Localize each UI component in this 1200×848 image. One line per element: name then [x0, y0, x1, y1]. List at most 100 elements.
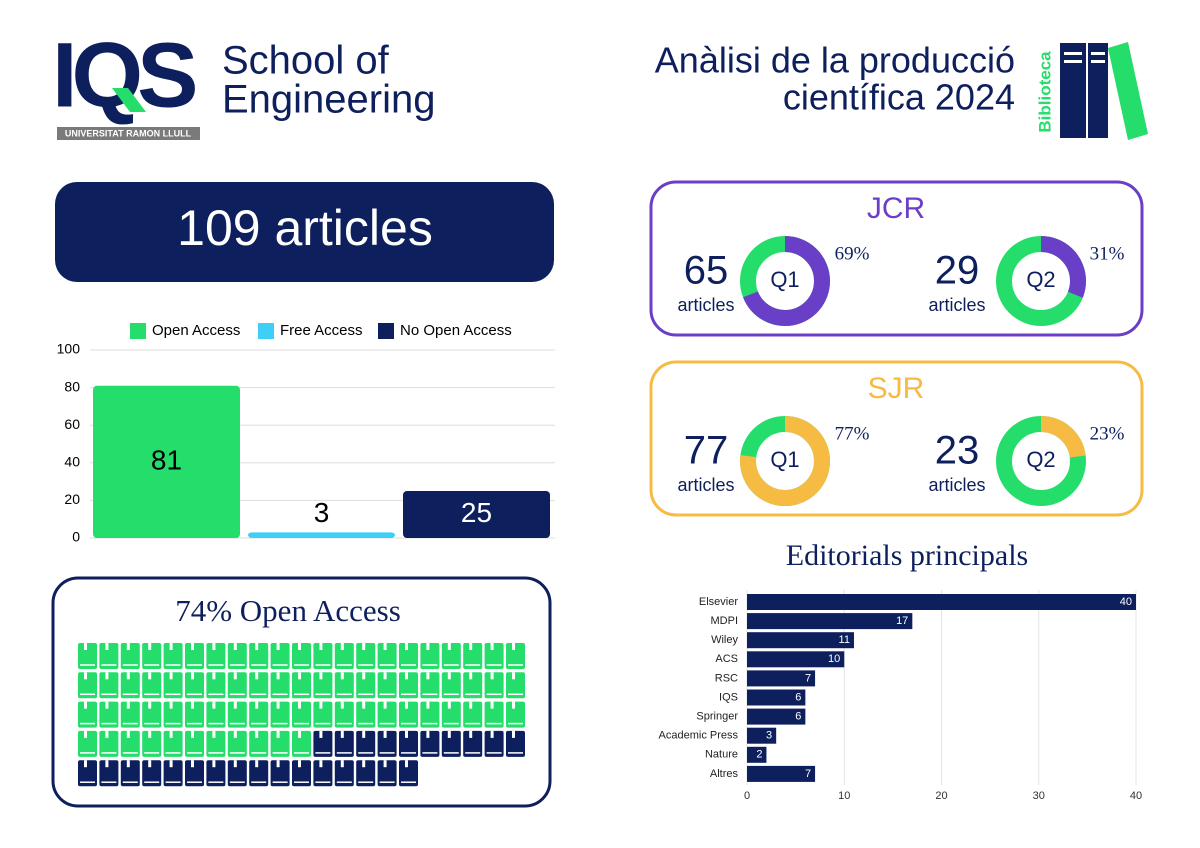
university: UNIVERSITAT RAMON LLULL	[65, 128, 192, 138]
book-icon-mark	[212, 701, 216, 709]
book-icon-mark	[447, 701, 451, 709]
book-icon-mark	[383, 643, 387, 650]
data-label: 6	[795, 711, 801, 723]
y-tick-label: ACS	[715, 653, 738, 665]
book-icon-mark	[276, 701, 280, 709]
article-unit: articles	[677, 475, 734, 495]
data-label: 17	[896, 615, 908, 627]
book-icon	[356, 730, 376, 757]
book-icon	[185, 760, 204, 787]
book-icon-mark	[255, 672, 259, 680]
book-icon-mark	[276, 730, 280, 738]
book-icon	[142, 672, 162, 699]
donut-arc	[740, 416, 830, 506]
page-title: Anàlisi de la producció	[655, 40, 1015, 81]
book-icon-mark	[148, 760, 152, 768]
book-icon-mark	[191, 672, 194, 680]
book-icon	[292, 672, 311, 699]
y-tick-label: Elsevier	[699, 596, 738, 608]
quartile: Q1	[770, 447, 799, 472]
book-icon	[313, 730, 333, 757]
book-icon	[377, 701, 397, 728]
book-icon	[313, 672, 333, 699]
book-icon	[99, 672, 119, 699]
book-icon	[227, 701, 247, 728]
donut-arc	[996, 416, 1086, 506]
book-icon	[163, 701, 183, 728]
book-icon	[249, 701, 269, 728]
book-icon	[185, 672, 204, 699]
school: Engineering	[222, 78, 436, 122]
x-tick-label: 10	[838, 790, 850, 802]
book-icon-mark	[126, 643, 130, 650]
book-icon-mark	[405, 701, 408, 709]
book-icon-mark	[298, 760, 301, 768]
book-icon	[399, 730, 418, 757]
book-icon	[377, 760, 397, 787]
book-icon	[78, 701, 97, 728]
book-icon	[420, 672, 440, 699]
book-icon-mark	[169, 760, 173, 768]
book-icon-mark	[84, 701, 87, 709]
book-icon-mark	[490, 730, 494, 738]
book-icon	[163, 730, 183, 757]
book-icon	[78, 672, 97, 699]
donut-arc	[740, 236, 830, 326]
book-icon	[292, 730, 311, 757]
book-icon	[356, 760, 376, 787]
book-icon	[441, 701, 461, 728]
book-icon-mark	[362, 760, 366, 768]
book-icon-mark	[512, 730, 515, 738]
book-icon-mark	[169, 701, 173, 709]
y-tick-label: Wiley	[711, 634, 738, 646]
y-tick-label: Altres	[710, 768, 739, 780]
book-icon-mark	[105, 643, 109, 650]
book-icon	[356, 701, 376, 728]
book-icon	[484, 672, 504, 699]
book-icon-mark	[233, 643, 237, 650]
book-icon-mark	[148, 701, 152, 709]
article-count: 65	[684, 249, 729, 293]
book-icon-mark	[255, 701, 259, 709]
y-tick-label: IQS	[719, 691, 738, 703]
book-icon	[78, 760, 97, 787]
book-icon-mark	[191, 701, 194, 709]
quartile: Q2	[1026, 447, 1055, 472]
book-icon-mark	[255, 760, 259, 768]
book-icon	[463, 701, 483, 728]
book-icon	[270, 701, 290, 728]
book-icon	[399, 701, 418, 728]
y-tick-label: RSC	[715, 672, 738, 684]
legend-label: No Open Access	[400, 322, 512, 339]
book-icon	[227, 643, 247, 669]
book-icon-mark	[426, 672, 430, 680]
bar	[747, 689, 806, 706]
book-icon	[142, 760, 162, 787]
library-icon	[1060, 42, 1148, 140]
book-icon-mark	[362, 701, 366, 709]
book-icon	[377, 643, 397, 669]
book-icon-mark	[405, 643, 408, 650]
y-tick-label: 0	[72, 529, 80, 545]
book-icon-mark	[447, 730, 451, 738]
bar	[747, 594, 1136, 610]
book-icon	[377, 730, 397, 757]
book-icon	[506, 730, 525, 757]
logo-accent	[112, 88, 146, 112]
book-icon-mark	[169, 672, 173, 680]
book-icon-mark	[383, 701, 387, 709]
percent-label: 23%	[1090, 423, 1125, 444]
x-tick-label: 40	[1130, 790, 1142, 802]
book-icon	[399, 760, 418, 787]
book-icon	[163, 672, 183, 699]
book-icon-mark	[233, 701, 237, 709]
book-icon	[441, 643, 461, 669]
book-icon-mark	[447, 672, 451, 680]
book-icon-mark	[362, 643, 366, 650]
book-icon	[206, 760, 226, 787]
book-icon-mark	[319, 701, 323, 709]
book-icon-mark	[148, 730, 152, 738]
book-icon-mark	[319, 760, 323, 768]
book-icon-mark	[212, 760, 216, 768]
data-label: 40	[1120, 596, 1132, 608]
